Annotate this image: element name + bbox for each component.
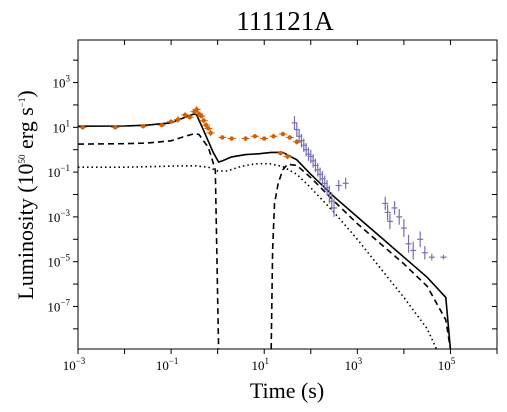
purple-point <box>417 231 424 248</box>
purple-point <box>331 198 338 217</box>
orange-marker <box>278 150 283 156</box>
orange-point <box>285 135 294 140</box>
orange-marker <box>113 125 118 130</box>
y-tick-label: 103 <box>53 74 71 91</box>
y-tick-label: 10−5 <box>47 253 70 270</box>
x-tick-label: 103 <box>345 356 363 373</box>
orange-point <box>227 136 236 141</box>
orange-point <box>278 131 287 137</box>
orange-point <box>192 106 201 113</box>
purple-point <box>410 241 417 260</box>
purple-point <box>421 246 428 260</box>
orange-marker <box>201 118 206 123</box>
orange-marker <box>271 134 276 139</box>
purple-point <box>405 234 412 253</box>
orange-point <box>174 116 183 123</box>
orange-point <box>185 115 194 120</box>
y-tick-label: 10−7 <box>47 297 70 314</box>
orange-point <box>283 153 292 160</box>
x-tick-label: 10−3 <box>63 356 86 373</box>
orange-marker <box>182 112 188 118</box>
orange-point <box>206 129 215 137</box>
x-tick-label: 105 <box>438 356 456 373</box>
purple-point <box>384 204 391 221</box>
model-line-dotted-3 <box>78 162 438 349</box>
y-tick-label: 101 <box>53 118 71 135</box>
purple-point <box>391 201 398 215</box>
orange-point <box>241 136 250 141</box>
purple-point <box>396 209 403 225</box>
orange-point <box>218 135 227 140</box>
orange-marker <box>80 125 85 130</box>
orange-point <box>167 119 176 124</box>
purple-point <box>440 254 447 260</box>
orange-point <box>250 134 259 139</box>
purple-point <box>335 179 342 192</box>
model-line-dashed-1 <box>78 132 220 349</box>
orange-marker <box>294 139 300 145</box>
orange-marker <box>280 131 286 137</box>
orange-marker <box>199 113 204 119</box>
y-tick-label: 10−1 <box>47 163 70 180</box>
orange-marker <box>229 136 234 141</box>
x-tick-label: 10−1 <box>156 356 179 373</box>
orange-marker <box>220 135 225 140</box>
orange-marker <box>287 135 293 140</box>
plot-frame <box>77 39 498 350</box>
orange-point <box>139 123 148 129</box>
orange-marker <box>262 136 267 141</box>
orange-marker <box>208 130 213 136</box>
orange-marker <box>140 124 146 129</box>
orange-point <box>276 150 285 156</box>
orange-marker <box>206 126 211 131</box>
orange-point <box>78 125 87 130</box>
orange-point <box>157 122 166 128</box>
orange-point <box>202 122 211 128</box>
orange-point <box>199 117 208 124</box>
orange-point <box>181 112 190 118</box>
purple-point <box>342 177 349 189</box>
orange-point <box>260 136 269 141</box>
x-axis-ticks: 10−3 10−1 101 103 105 <box>63 40 498 373</box>
orange-point <box>269 134 278 139</box>
plot-area <box>78 106 452 349</box>
plot-content <box>78 106 452 349</box>
model-line-dashed-2 <box>270 163 452 349</box>
orange-point <box>204 126 213 131</box>
orange-marker <box>168 119 174 124</box>
orange-marker <box>285 154 290 159</box>
purple-point <box>428 253 435 261</box>
purple-point <box>386 213 393 230</box>
model-line-solid-0 <box>78 113 452 349</box>
chart-title: 111121A <box>236 6 334 36</box>
orange-marker <box>252 134 258 139</box>
orange-point <box>197 113 206 119</box>
y-axis-ticks: 10−7 10−5 10−3 10−1 101 103 <box>47 59 497 330</box>
purple-point <box>400 219 407 238</box>
orange-marker <box>187 115 192 120</box>
purple-point <box>382 196 389 211</box>
orange-marker <box>194 107 199 112</box>
y-axis-label: Luminosity (1050 erg s−1) <box>13 90 38 299</box>
orange-marker <box>159 122 164 128</box>
x-axis-label: Time (s) <box>250 378 324 403</box>
orange-marker <box>175 117 181 122</box>
x-tick-label: 101 <box>251 356 269 373</box>
orange-point <box>111 125 120 130</box>
orange-marker <box>243 136 248 141</box>
y-tick-label: 10−3 <box>47 208 70 225</box>
orange-marker <box>203 122 209 128</box>
